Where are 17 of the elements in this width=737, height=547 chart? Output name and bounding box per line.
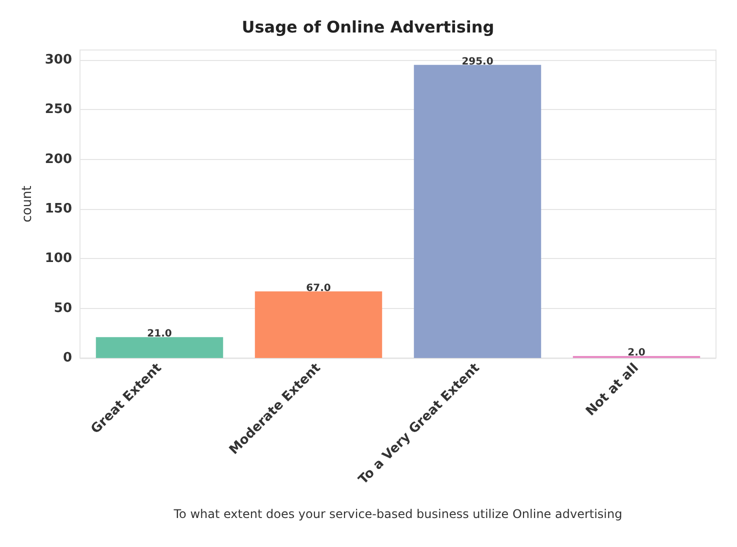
chart-title: Usage of Online Advertising [242,18,494,36]
bar [414,64,542,358]
y-axis-title: count [20,186,35,222]
bar [96,337,224,358]
y-tick-label: 200 [44,152,72,167]
data-label: 295.0 [462,56,494,68]
y-tick-label: 0 [62,350,72,366]
y-tick-label: 100 [44,251,72,266]
y-tick-label: 50 [54,300,72,316]
y-tick-label: 250 [44,102,72,118]
data-label: 67.0 [306,282,331,294]
y-tick-label: 150 [44,201,72,216]
x-axis-title: To what extent does your service-based business utilize Online advertising [172,507,622,521]
bar [254,291,382,358]
y-tick-label: 300 [44,52,72,68]
data-label: 2.0 [628,348,646,359]
data-label: 21.0 [147,328,172,340]
